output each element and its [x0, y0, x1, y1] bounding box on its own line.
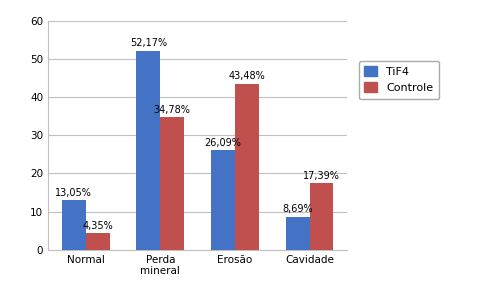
Text: 4,35%: 4,35%	[82, 221, 113, 231]
Text: 34,78%: 34,78%	[154, 105, 191, 115]
Bar	[211, 150, 235, 250]
Text: 17,39%: 17,39%	[303, 171, 340, 181]
Text: 8,69%: 8,69%	[282, 204, 313, 214]
Text: 13,05%: 13,05%	[55, 188, 92, 198]
Bar	[235, 84, 259, 250]
Bar	[161, 117, 184, 250]
Bar	[86, 233, 109, 250]
Text: 52,17%: 52,17%	[130, 38, 167, 48]
Text: 26,09%: 26,09%	[204, 138, 241, 148]
Legend: TiF4, Controle: TiF4, Controle	[359, 61, 439, 99]
Bar	[286, 217, 309, 250]
Text: 43,48%: 43,48%	[228, 71, 265, 81]
Bar	[309, 183, 334, 250]
Bar	[136, 51, 161, 250]
Bar	[62, 200, 86, 250]
